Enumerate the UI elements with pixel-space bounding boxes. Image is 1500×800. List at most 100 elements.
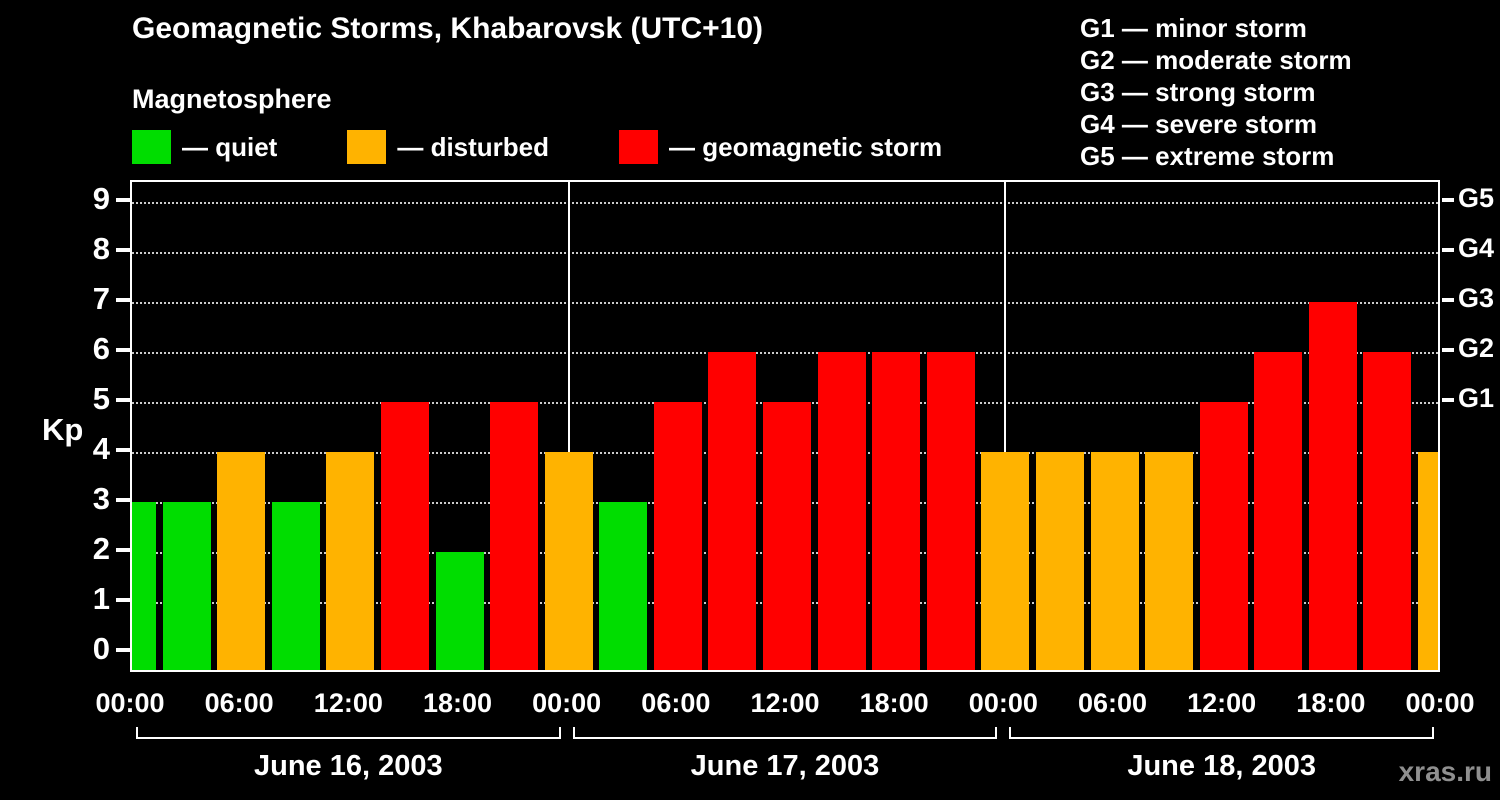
kp-bar [1418,452,1438,670]
g-scale-tick [1442,348,1454,352]
kp-bar [817,352,866,670]
kp-bar [981,452,1030,670]
kp-bar [872,352,921,670]
g-scale-label: G4 [1458,233,1495,263]
kp-gridline [132,252,1438,254]
day-bracket-tick [136,727,138,739]
kp-bar [763,402,811,670]
y-axis-tick [116,248,130,252]
y-axis-tick-label: 5 [92,381,110,416]
x-axis-time-label: 00:00 [1405,688,1475,718]
kp-gridline [132,202,1438,204]
g-scale-tick [1442,248,1454,252]
kp-gridline [132,352,1438,354]
day-bracket [572,737,998,739]
kp-bar [132,502,156,670]
x-axis-time-label: 00:00 [532,688,602,718]
kp-bar [1308,302,1357,670]
g-scale-label: G2 [1458,333,1495,363]
kp-bar [1363,352,1412,670]
storm-scale-item-g4: G4 — severe storm [1080,109,1318,139]
day-bracket [1009,737,1434,739]
kp-gridline [132,302,1438,304]
y-axis-tick [116,498,130,502]
kp-bar [926,352,975,670]
y-axis-tick-label: 2 [92,531,110,566]
g-scale-tick [1442,398,1454,402]
storm-scale-legend: G1 — minor storm G2 — moderate storm G3 … [1080,12,1352,172]
x-axis-time-label: 06:00 [641,688,711,718]
y-axis-tick-label: 8 [92,231,110,266]
y-axis-tick [116,298,130,302]
kp-bar [217,452,266,670]
legend-label-quiet: — quiet [182,131,278,162]
kp-bar [544,452,593,670]
legend-label-storm: — geomagnetic storm [669,131,943,162]
storm-scale-item-g5: G5 — extreme storm [1080,141,1335,171]
x-axis-time-label: 06:00 [1077,688,1148,718]
legend-item-disturbed: — disturbed [347,130,549,164]
y-axis-tick-label: 6 [92,331,110,366]
kp-bar-plot [130,180,1440,672]
storm-scale-item-g3: G3 — strong storm [1080,77,1316,107]
x-axis-time-label: 18:00 [422,688,493,718]
magnetosphere-label: Magnetosphere [132,84,332,114]
legend-item-quiet: — quiet [132,130,277,164]
kp-bar [708,352,757,670]
y-axis-tick [116,548,130,552]
y-axis-tick [116,648,130,652]
g-scale-tick [1442,298,1454,302]
y-axis-tick [116,348,130,352]
kp-bar [435,552,484,670]
y-axis-tick [116,448,130,452]
x-axis-time-label: 00:00 [95,688,165,718]
day-label: June 17, 2003 [690,750,880,782]
g-scale-label: G3 [1458,283,1495,313]
kp-bar [490,402,539,670]
g-scale-tick [1442,198,1454,202]
storm-scale-item-g1: G1 — minor storm [1080,13,1307,43]
kp-bar [653,402,702,670]
disturbed-color-swatch [347,130,387,164]
day-label: June 16, 2003 [254,750,443,782]
g-scale-label: G1 [1458,383,1495,413]
day-label: June 18, 2003 [1127,750,1316,782]
kp-bar [599,502,648,670]
kp-bar [1035,452,1084,670]
x-axis-time-label: 18:00 [859,688,929,718]
quiet-color-swatch [132,130,171,164]
y-axis-tick [116,198,130,202]
y-axis-title: Kp [42,412,84,447]
day-bracket-tick [1009,727,1012,739]
kp-color-legend: — quiet — disturbed — geomagnetic storm [132,130,1012,164]
y-axis-tick-label: 9 [92,181,110,216]
xras-watermark: xras.ru [1398,756,1492,787]
chart-title: Geomagnetic Storms, Khabarovsk (UTC+10) [132,12,764,45]
x-axis-time-label: 12:00 [1187,688,1257,718]
kp-bar [162,502,211,670]
g-scale-label: G5 [1458,183,1495,213]
day-bracket [136,737,561,739]
y-axis-tick-label: 3 [92,481,110,516]
y-axis-tick [116,598,130,602]
kp-bar [1254,352,1303,670]
y-axis-tick-label: 7 [92,281,110,316]
x-axis-time-label: 18:00 [1296,688,1366,718]
day-bracket-tick [572,727,575,739]
day-bracket-tick [1432,727,1434,739]
day-bracket-tick [995,727,998,739]
y-axis-tick-label: 1 [92,581,110,616]
day-separator-line [1004,182,1007,670]
storm-scale-item-g2: G2 — moderate storm [1080,45,1352,75]
y-axis-tick-label: 4 [92,431,110,466]
x-axis-time-label: 06:00 [204,688,274,718]
x-axis-time-label: 12:00 [313,688,383,718]
day-bracket-tick [558,727,561,739]
x-axis-time-label: 00:00 [968,688,1038,718]
storm-color-swatch [619,130,659,164]
x-axis-time-label: 12:00 [750,688,820,718]
kp-bar [326,452,375,670]
day-separator-line [567,182,570,670]
kp-bar [1199,402,1248,670]
